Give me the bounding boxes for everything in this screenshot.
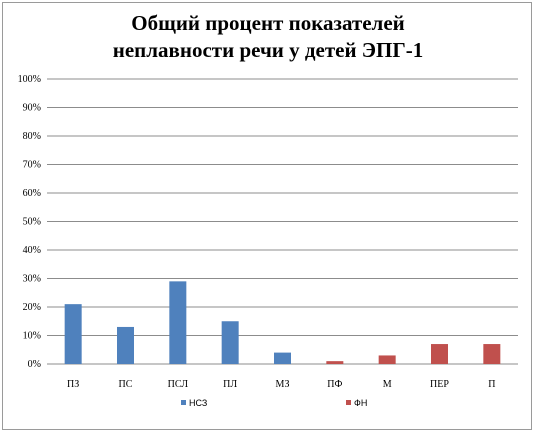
y-tick-label: 20% — [23, 302, 41, 313]
bar — [483, 344, 501, 364]
bar — [64, 304, 82, 364]
x-tick-label: ПФ — [327, 379, 342, 390]
y-tick-label: 80% — [23, 131, 41, 142]
y-tick-label: 50% — [23, 217, 41, 228]
bar — [117, 326, 134, 364]
y-tick-label: 40% — [23, 245, 41, 256]
chart-title: Общий процент показателей неплавности ре… — [0, 10, 536, 64]
chart-title-line-2: неплавности речи у детей ЭПГ-1 — [112, 38, 424, 62]
y-tick-label: 30% — [23, 274, 41, 285]
bar — [221, 321, 239, 364]
y-tick-label: 10% — [23, 331, 41, 342]
legend-swatch — [346, 400, 351, 405]
bar — [169, 281, 187, 364]
x-tick-label: М — [383, 379, 392, 390]
x-tick-label: ПЛ — [223, 379, 237, 390]
y-tick-label: 0% — [28, 359, 41, 370]
bar — [431, 344, 448, 364]
y-tick-label: 90% — [23, 103, 41, 114]
y-tick-label: 100% — [18, 74, 41, 85]
y-tick-label: 70% — [23, 160, 41, 171]
legend-swatch — [181, 400, 186, 405]
x-tick-label: ПЕР — [430, 379, 449, 390]
chart-title-line-1: Общий процент показателей — [131, 11, 405, 35]
x-tick-label: ПСЛ — [168, 379, 189, 390]
legend-label: ФН — [354, 398, 367, 408]
x-tick-label: П — [488, 379, 495, 390]
bar — [326, 361, 344, 364]
bar — [274, 352, 291, 364]
y-tick-label: 60% — [23, 188, 41, 199]
x-tick-label: ПЗ — [67, 379, 79, 390]
x-tick-label: МЗ — [276, 379, 290, 390]
bar — [378, 355, 396, 364]
x-tick-label: ПС — [119, 379, 133, 390]
legend-label: НСЗ — [189, 398, 207, 408]
